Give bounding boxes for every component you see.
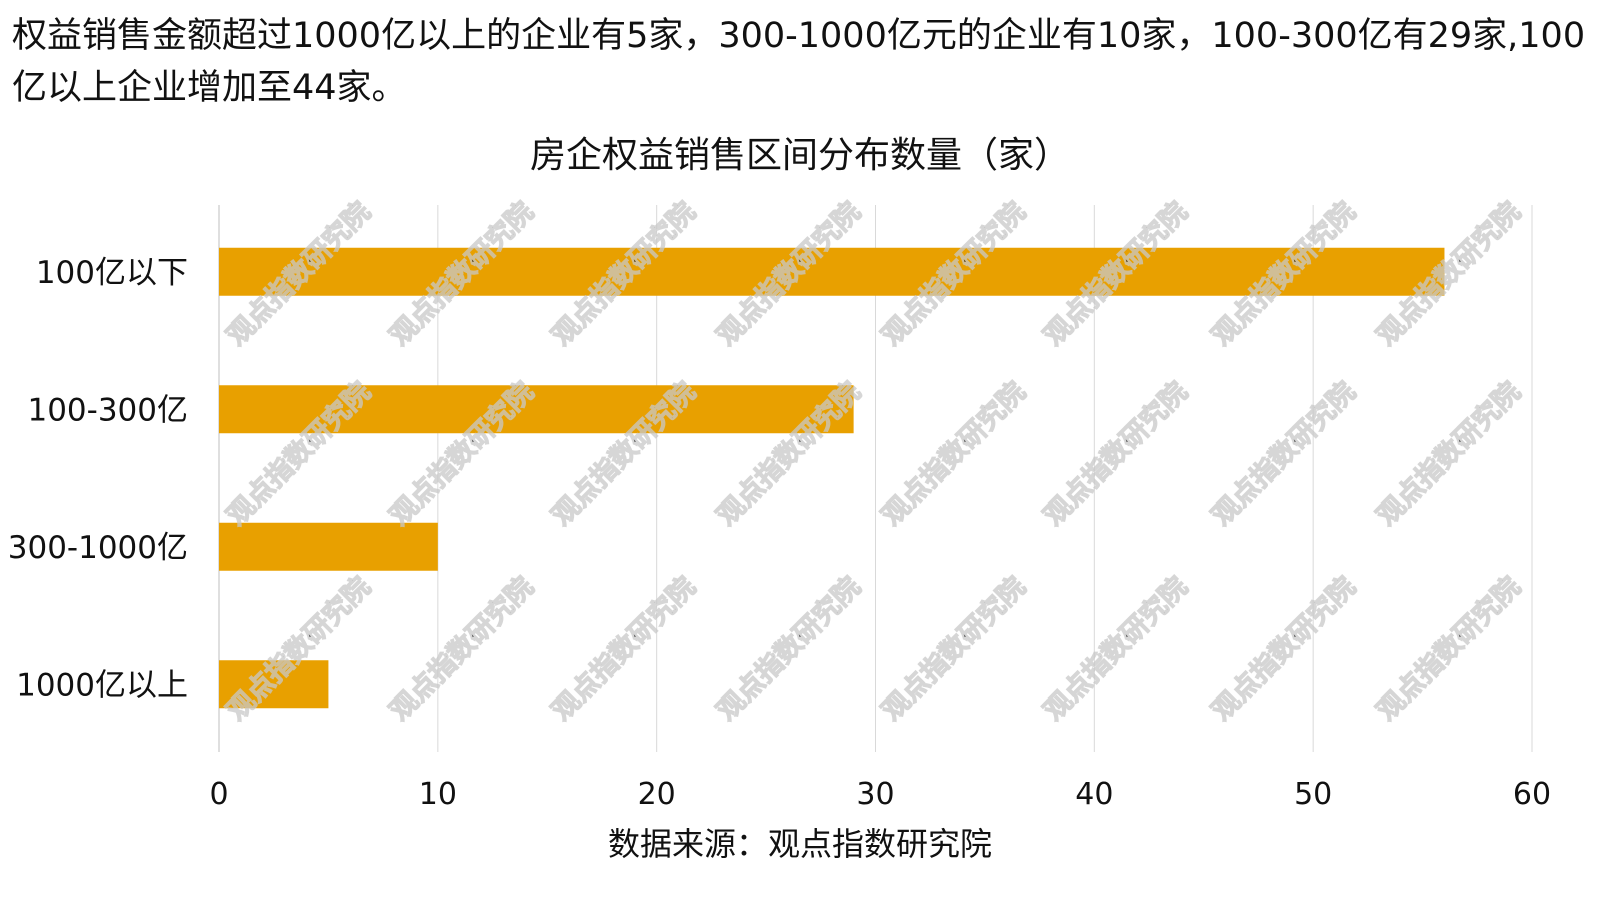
- source-note: 数据来源：观点指数研究院: [607, 825, 992, 863]
- summary-text: 权益销售金额超过1000亿以上的企业有5家，300-1000亿元的企业有10家，…: [12, 16, 1586, 108]
- x-tick-labels: 0 10 20 30 40 50 60: [209, 777, 1551, 812]
- bar-1: [219, 247, 1445, 296]
- x-tick-label: 40: [1075, 777, 1113, 812]
- watermark: 观点指数研究院: [1206, 376, 1362, 532]
- watermark: 观点指数研究院: [1371, 376, 1527, 532]
- category-label: 1000亿以上: [16, 667, 188, 703]
- bar-2: [219, 385, 854, 434]
- x-tick-label: 0: [209, 777, 228, 812]
- x-tick-label: 50: [1294, 777, 1332, 812]
- chart-title: 房企权益销售区间分布数量（家）: [529, 135, 1070, 176]
- category-labels: 100亿以下 100-300亿 300-1000亿 1000亿以上: [8, 255, 188, 704]
- category-label: 100-300亿: [27, 392, 188, 428]
- watermark: 观点指数研究院: [711, 571, 867, 727]
- watermark: 观点指数研究院: [876, 571, 1032, 727]
- bars: [219, 247, 1445, 709]
- watermark: 观点指数研究院: [1038, 571, 1194, 727]
- category-label: 300-1000亿: [8, 530, 188, 566]
- watermark: 观点指数研究院: [1206, 571, 1362, 727]
- bar-4: [219, 660, 329, 709]
- x-tick-label: 20: [638, 777, 676, 812]
- watermark: 观点指数研究院: [1371, 571, 1527, 727]
- x-tick-label: 30: [856, 777, 894, 812]
- category-label: 100亿以下: [36, 255, 188, 291]
- x-tick-label: 60: [1513, 777, 1551, 812]
- watermark: 观点指数研究院: [1038, 376, 1194, 532]
- bar-3: [219, 522, 438, 571]
- watermark: 观点指数研究院: [546, 571, 702, 727]
- watermark: 观点指数研究院: [384, 571, 540, 727]
- x-tick-label: 10: [419, 777, 457, 812]
- watermark: 观点指数研究院: [876, 376, 1032, 532]
